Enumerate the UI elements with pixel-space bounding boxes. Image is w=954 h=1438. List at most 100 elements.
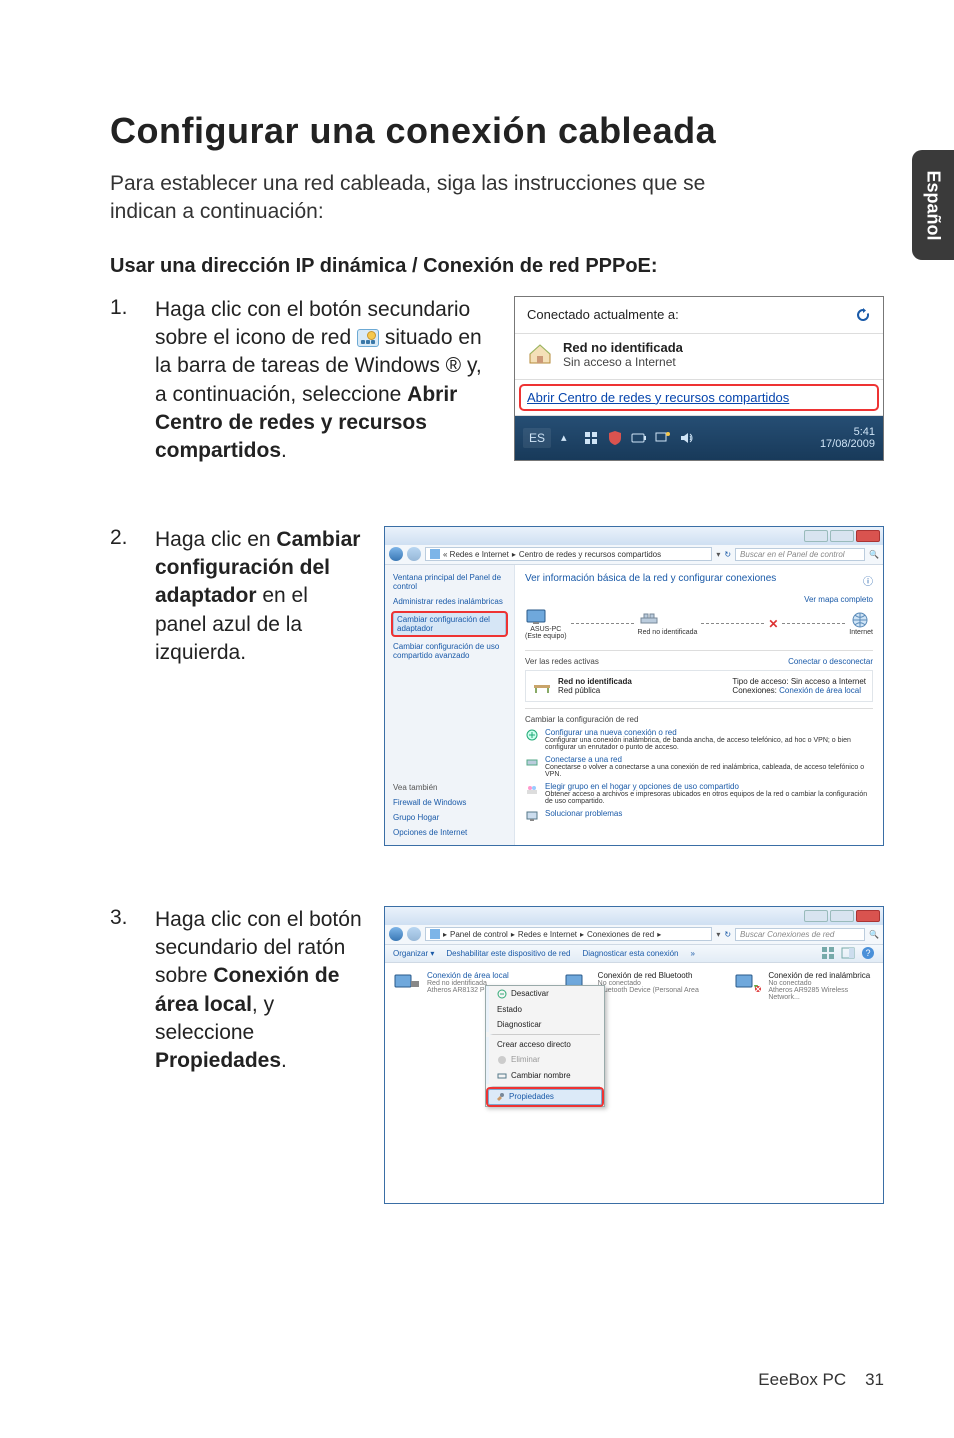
ctx-delete[interactable]: Eliminar [486, 1052, 604, 1068]
rename-icon [497, 1071, 507, 1081]
minimize-button[interactable] [804, 530, 828, 542]
disable-icon [497, 989, 507, 999]
language-side-label: Español [923, 170, 944, 240]
show-hidden-icons[interactable]: ▴ [561, 431, 567, 444]
page-footer: EeeBox PC 31 [758, 1370, 884, 1390]
diagnose-button[interactable]: Diagnosticar esta conexión [582, 949, 678, 958]
back-button[interactable] [389, 547, 403, 561]
sidebar-item-internet-options[interactable]: Opciones de Internet [393, 828, 506, 837]
back-button[interactable] [389, 927, 403, 941]
sidebar-home-link[interactable]: Ventana principal del Panel de control [393, 573, 506, 591]
homegroup-icon [525, 782, 539, 796]
setup-connection-link[interactable]: Configurar una nueva conexión o red [545, 728, 873, 737]
new-connection-icon [525, 728, 539, 742]
disconnected-icon: ✕ [768, 617, 778, 631]
window-titlebar [385, 527, 883, 545]
breadcrumb[interactable]: ▸ Panel de control ▸ Redes e Internet ▸ … [425, 927, 712, 941]
delete-icon [497, 1055, 507, 1065]
main-heading: Ver información básica de la red y confi… [525, 573, 776, 588]
help-icon[interactable]: ? [861, 946, 875, 960]
troubleshoot-icon [525, 809, 539, 823]
lan-connection-link[interactable]: Conexión de área local [779, 686, 861, 695]
home-network-icon [527, 342, 553, 366]
wifi-adapter-icon [734, 971, 762, 995]
page-title: Configurar una conexión cableada [110, 110, 884, 152]
taskbar-clock[interactable]: 5:41 17/08/2009 [820, 426, 875, 450]
flag-icon[interactable] [583, 430, 599, 446]
forward-button[interactable] [407, 547, 421, 561]
language-indicator[interactable]: ES [523, 428, 551, 448]
connect-network-icon [525, 755, 539, 769]
connect-network-link[interactable]: Conectarse a una red [545, 755, 873, 764]
ctx-create-shortcut[interactable]: Crear acceso directo [486, 1037, 604, 1052]
internet-globe-icon [849, 611, 871, 629]
preview-pane-icon[interactable] [841, 946, 855, 960]
search-icon: 🔍 [869, 930, 879, 939]
sidebar-see-also-label: Vea también [393, 783, 506, 792]
breadcrumb[interactable]: « Redes e Internet ▸ Centro de redes y r… [425, 547, 712, 561]
refresh-icon[interactable] [855, 307, 871, 323]
close-button[interactable] [856, 530, 880, 542]
section-subheading: Usar una dirección IP dinámica / Conexió… [110, 255, 884, 278]
maximize-button[interactable] [830, 530, 854, 542]
sidebar-item-firewall[interactable]: Firewall de Windows [393, 798, 506, 807]
step-number: 3. [110, 906, 155, 930]
network-center-window: « Redes e Internet ▸ Centro de redes y r… [384, 526, 884, 846]
windows-taskbar: ES ▴ 5:41 17/08/2009 [515, 416, 883, 460]
network-map: ASUS-PC (Este equipo) Red no identificad… [525, 608, 873, 640]
lan-adapter-icon [393, 971, 421, 995]
network-tray-icon[interactable] [655, 430, 671, 446]
language-side-tab: Español [912, 150, 954, 260]
wifi-connection-item[interactable]: Conexión de red inalámbrica No conectado… [734, 971, 875, 1001]
sidebar-item-homegroup[interactable]: Grupo Hogar [393, 813, 506, 822]
full-map-link[interactable]: Ver mapa completo [804, 595, 873, 604]
current-connection-row[interactable]: Red no identificada Sin acceso a Interne… [515, 334, 883, 379]
search-input[interactable]: Buscar en el Panel de control [735, 548, 865, 561]
step-2-text: Haga clic en Cambiar configuración del a… [155, 526, 364, 668]
flyout-header: Conectado actualmente a: [527, 307, 679, 322]
ctx-status[interactable]: Estado [486, 1002, 604, 1017]
security-shield-icon[interactable] [607, 430, 623, 446]
ctx-disable[interactable]: Desactivar [486, 986, 604, 1002]
step-number: 1. [110, 296, 155, 320]
control-panel-icon [430, 549, 440, 559]
network-node-icon [638, 611, 660, 629]
help-icon[interactable]: ⓘ [863, 573, 873, 588]
sidebar-item-advanced-sharing[interactable]: Cambiar configuración de uso compartido … [393, 642, 506, 660]
search-input[interactable]: Buscar Conexiones de red [735, 928, 865, 941]
step-3-text: Haga clic con el botón secundario del ra… [155, 906, 364, 1076]
window-titlebar [385, 907, 883, 925]
network-connections-window: ▸ Panel de control ▸ Redes e Internet ▸ … [384, 906, 884, 1204]
open-network-center-link[interactable]: Abrir Centro de redes y recursos compart… [515, 379, 883, 416]
step-1-text: Haga clic con el botón secundario sobre … [155, 296, 494, 466]
organize-menu[interactable]: Organizar ▾ [393, 949, 434, 958]
bench-icon [532, 677, 552, 695]
ctx-diagnose[interactable]: Diagnosticar [486, 1017, 604, 1032]
homegroup-link[interactable]: Elegir grupo en el hogar y opciones de u… [545, 782, 873, 791]
sidebar-item-manage-wireless[interactable]: Administrar redes inalámbricas [393, 597, 506, 606]
close-button[interactable] [856, 910, 880, 922]
battery-icon[interactable] [631, 430, 647, 446]
minimize-button[interactable] [804, 910, 828, 922]
ctx-rename[interactable]: Cambiar nombre [486, 1068, 604, 1084]
context-menu: Desactivar Estado Diagnosticar Crear acc… [485, 985, 605, 1107]
search-icon: 🔍 [869, 550, 879, 559]
network-status: Sin acceso a Internet [563, 355, 683, 369]
maximize-button[interactable] [830, 910, 854, 922]
network-flyout-popup: Conectado actualmente a: Red no identifi… [514, 296, 884, 461]
forward-button[interactable] [407, 927, 421, 941]
network-tray-icon [357, 329, 379, 347]
troubleshoot-link[interactable]: Solucionar problemas [545, 809, 622, 818]
disable-device-button[interactable]: Deshabilitar este dispositivo de red [446, 949, 570, 958]
sidebar-item-change-adapter[interactable]: Cambiar configuración del adaptador [393, 612, 506, 636]
intro-paragraph: Para establecer una red cableada, siga l… [110, 170, 750, 227]
toolbar-more[interactable]: » [691, 949, 695, 958]
volume-icon[interactable] [679, 430, 695, 446]
ctx-properties[interactable]: Propiedades [488, 1089, 602, 1105]
control-panel-icon [430, 929, 440, 939]
network-name: Red no identificada [563, 340, 683, 355]
view-icon[interactable] [821, 946, 835, 960]
properties-icon [495, 1092, 505, 1102]
connect-disconnect-link[interactable]: Conectar o desconectar [788, 657, 873, 666]
svg-text:?: ? [865, 948, 870, 958]
